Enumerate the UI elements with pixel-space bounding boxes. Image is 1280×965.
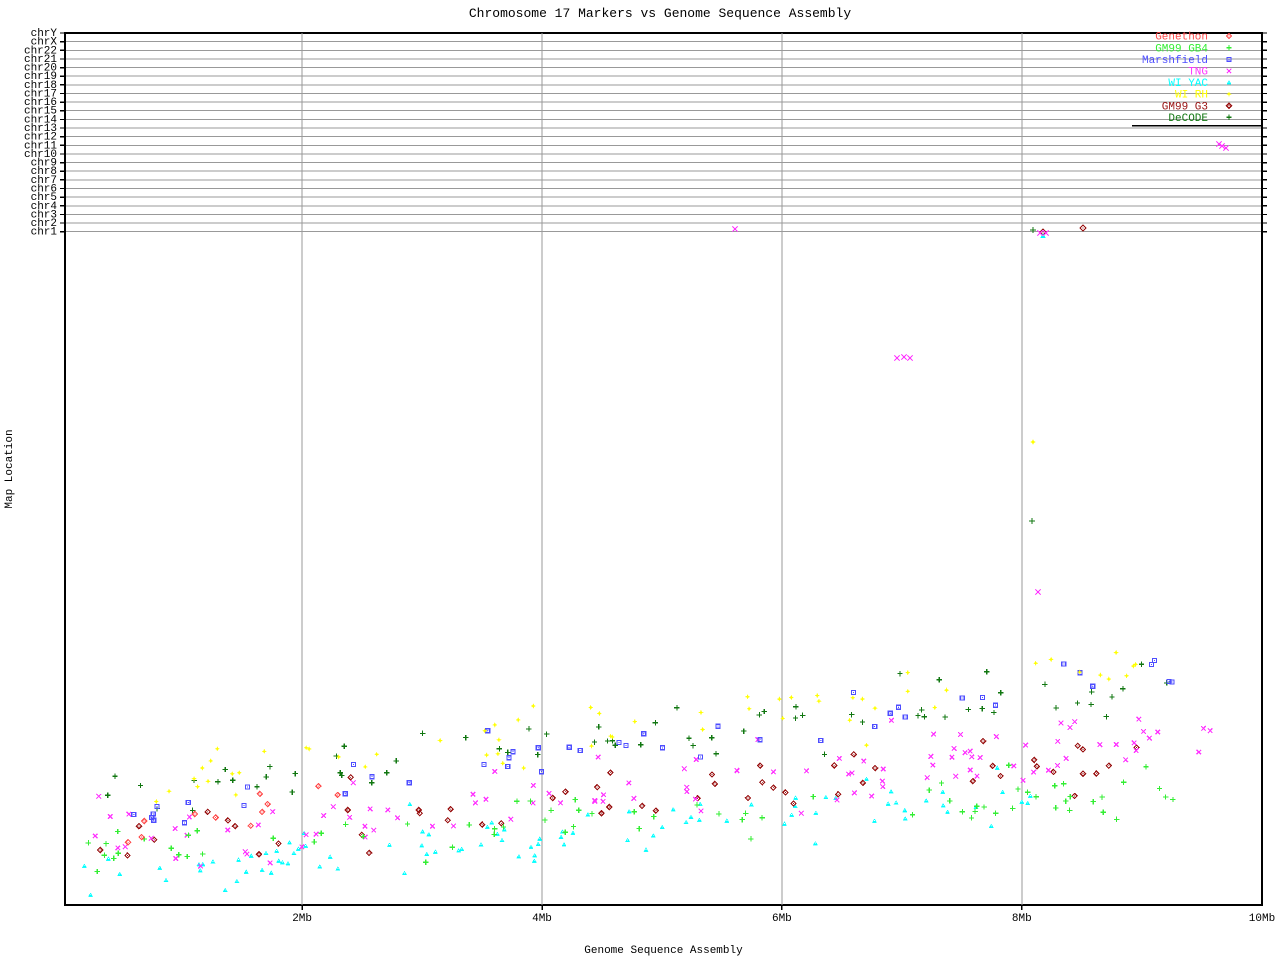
svg-text:WI RH: WI RH [1175, 90, 1208, 102]
svg-text:Chromosome 17 Markers vs Genom: Chromosome 17 Markers vs Genome Sequence… [469, 6, 851, 21]
svg-text:2Mb: 2Mb [292, 913, 312, 925]
svg-text:4Mb: 4Mb [532, 913, 552, 925]
svg-text:DeCODE: DeCODE [1168, 113, 1208, 125]
svg-text:TNG: TNG [1188, 67, 1208, 79]
svg-text:Genethon: Genethon [1155, 32, 1208, 44]
svg-text:chr1: chr1 [31, 227, 58, 239]
svg-text:GM99 G3: GM99 G3 [1162, 101, 1208, 113]
svg-text:Genome Sequence Assembly: Genome Sequence Assembly [584, 945, 743, 957]
svg-text:8Mb: 8Mb [1012, 913, 1032, 925]
svg-text:Map Location: Map Location [4, 429, 16, 508]
svg-text:Marshfield: Marshfield [1142, 55, 1208, 67]
svg-text:10Mb: 10Mb [1249, 913, 1275, 925]
svg-text:6Mb: 6Mb [772, 913, 792, 925]
svg-text:WI YAC: WI YAC [1168, 78, 1208, 90]
svg-text:GM99 GB4: GM99 GB4 [1155, 43, 1208, 55]
